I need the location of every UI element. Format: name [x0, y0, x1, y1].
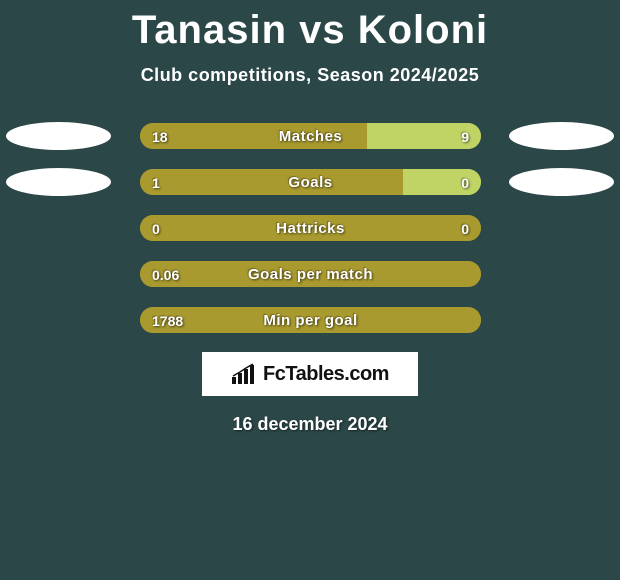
stat-label: Hattricks — [140, 215, 481, 242]
brand-badge: FcTables.com — [202, 352, 418, 396]
stat-bar: 1788Min per goal — [139, 306, 482, 334]
left-player-ellipse — [6, 168, 111, 196]
subtitle: Club competitions, Season 2024/2025 — [0, 65, 620, 86]
right-player-ellipse — [509, 122, 614, 150]
stat-row: 00Hattricks — [0, 214, 620, 242]
left-player-ellipse — [6, 122, 111, 150]
right-player-ellipse — [509, 168, 614, 196]
stat-bar: 00Hattricks — [139, 214, 482, 242]
stat-bar: 189Matches — [139, 122, 482, 150]
date-label: 16 december 2024 — [0, 414, 620, 435]
stat-row: 189Matches — [0, 122, 620, 150]
stat-bar: 0.06Goals per match — [139, 260, 482, 288]
brand-text: FcTables.com — [263, 363, 389, 386]
stat-label: Matches — [140, 123, 481, 150]
stat-bar: 10Goals — [139, 168, 482, 196]
stat-row: 0.06Goals per match — [0, 260, 620, 288]
stats-rows: 189Matches 10Goals 00Hattricks 0.06Goals pe… — [0, 122, 620, 334]
stat-label: Min per goal — [140, 307, 481, 334]
stat-row: 1788Min per goal — [0, 306, 620, 334]
page-title: Tanasin vs Koloni — [0, 0, 620, 53]
stat-label: Goals — [140, 169, 481, 196]
stat-label: Goals per match — [140, 261, 481, 288]
brand-bars-icon — [231, 363, 259, 385]
stat-row: 10Goals — [0, 168, 620, 196]
